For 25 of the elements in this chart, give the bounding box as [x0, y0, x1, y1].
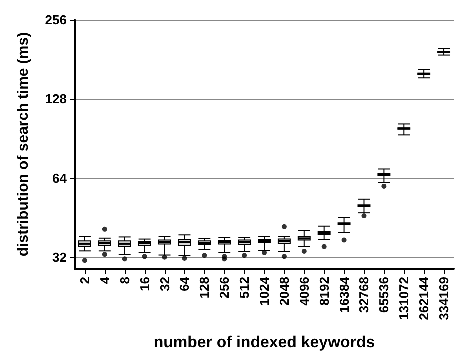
x-tick-label: 334169 — [436, 277, 452, 320]
x-tick-label: 64 — [177, 276, 192, 292]
x-tick-label: 1024 — [257, 276, 272, 306]
x-tick-label: 16 — [137, 277, 152, 292]
x-tick-label: 8192 — [316, 277, 332, 306]
x-tick-label: 256 — [217, 277, 232, 299]
x-tick-label: 2 — [77, 277, 92, 284]
y-tick-label: 256 — [45, 12, 67, 28]
x-tick-label: 16384 — [336, 276, 352, 314]
x-tick-label: 512 — [237, 277, 252, 299]
y-tick-label: 64 — [52, 170, 68, 186]
x-tick-label: 32 — [157, 277, 172, 292]
x-axis-title: number of indexed keywords — [154, 334, 376, 352]
y-tick-label: 128 — [45, 92, 67, 107]
x-tick-label: 8 — [117, 277, 132, 284]
x-tick-label: 128 — [197, 277, 212, 299]
x-tick-label: 65536 — [376, 277, 392, 314]
x-tick-label: 131072 — [396, 277, 412, 320]
x-tick-label: 262144 — [416, 276, 432, 320]
y-tick-label: 32 — [52, 250, 67, 266]
y-axis-title: distribution of search time (ms) — [15, 32, 32, 257]
x-tick-label: 2048 — [276, 277, 292, 306]
x-tick-label: 32768 — [356, 277, 372, 314]
x-tick-label: 4 — [97, 276, 112, 284]
x-tick-label: 4096 — [296, 277, 312, 306]
